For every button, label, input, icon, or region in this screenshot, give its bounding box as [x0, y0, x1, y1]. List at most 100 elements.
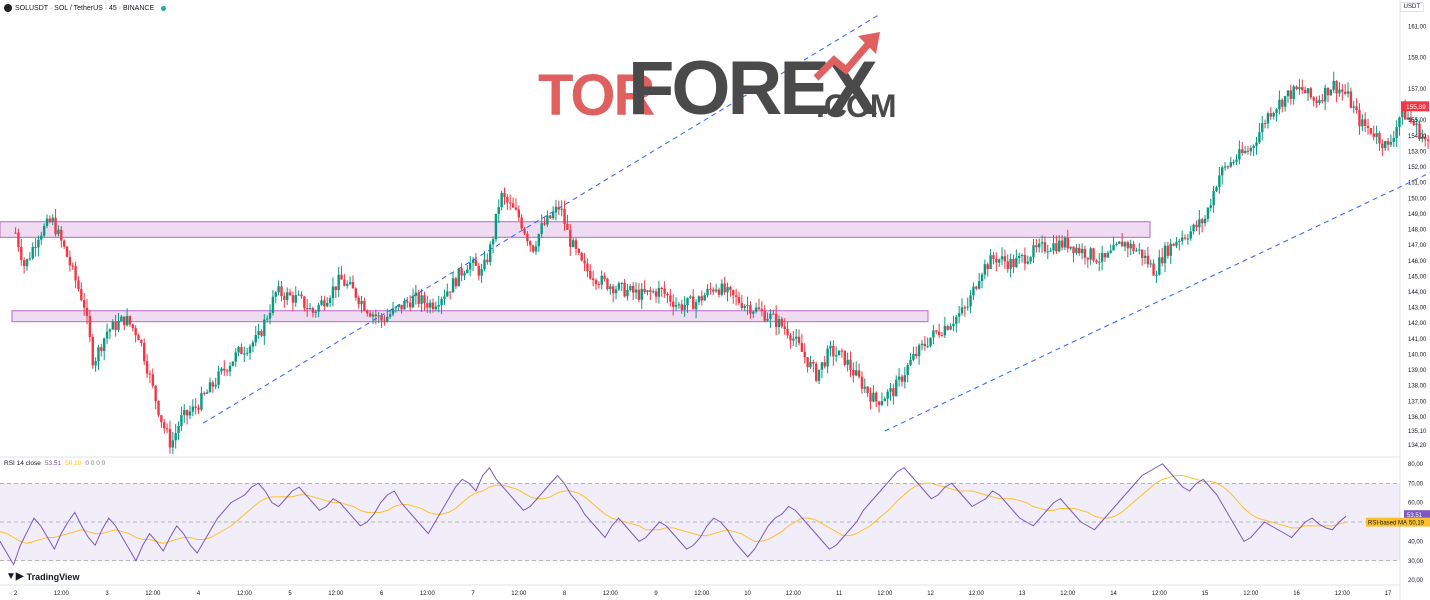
candle-body: [14, 232, 17, 234]
candle-body: [1017, 255, 1021, 258]
candle: [763, 305, 766, 322]
candle: [1195, 220, 1198, 232]
rsi-legend[interactable]: RSI 14 close 53.51 50.19 0 0 0 0: [4, 460, 105, 467]
candle: [65, 245, 69, 258]
candle: [323, 295, 326, 311]
candle-body: [877, 401, 881, 405]
candle-body: [448, 291, 452, 293]
tradingview-brand[interactable]: ▼▶ TradingView: [6, 571, 79, 582]
candle-body: [1321, 99, 1324, 102]
time-tick-label: 12:00: [145, 591, 161, 597]
candle: [889, 382, 892, 401]
candle: [549, 214, 552, 220]
candle-body: [1269, 113, 1273, 117]
candle-body: [411, 295, 415, 308]
candle: [494, 213, 498, 243]
candle-body: [531, 245, 535, 252]
rsi-value-label: 53,51: [1407, 513, 1423, 519]
candle-body: [165, 428, 169, 430]
time-tick-label: 2: [14, 591, 18, 597]
candle: [960, 298, 964, 316]
candle-body: [1409, 117, 1413, 122]
candle-body: [420, 295, 423, 304]
candle-body: [1046, 251, 1049, 253]
candle: [1078, 243, 1081, 256]
candle: [777, 315, 781, 335]
candle: [448, 291, 452, 300]
candle-body: [451, 278, 455, 293]
candle: [40, 231, 43, 245]
symbol-header[interactable]: SOLUSDT · SOL / TetherUS · 45 · BINANCE: [4, 2, 167, 14]
candle: [949, 323, 952, 331]
candle: [240, 343, 243, 355]
candle: [125, 308, 129, 327]
candle-body: [989, 255, 992, 270]
candle: [829, 340, 832, 357]
candle: [117, 312, 120, 333]
time-tick-label: 13: [1019, 591, 1026, 597]
candle-body: [586, 263, 589, 271]
candle-body: [434, 306, 438, 310]
candle: [689, 294, 692, 299]
currency-selector[interactable]: USDT: [1399, 2, 1424, 12]
candle: [706, 284, 709, 298]
candle-body: [997, 259, 1001, 263]
candle-body: [1195, 224, 1198, 228]
candle: [517, 205, 521, 222]
candle-body: [426, 303, 429, 308]
candle: [17, 228, 20, 252]
candle: [145, 354, 149, 378]
candle-body: [1238, 149, 1241, 160]
candle-body: [826, 348, 829, 367]
candle-body: [1375, 133, 1378, 137]
candle: [1000, 247, 1004, 266]
candle-body: [623, 282, 626, 297]
candle: [334, 286, 338, 298]
candle: [1192, 223, 1195, 235]
candle: [489, 241, 492, 266]
candle: [823, 356, 826, 369]
candle-body: [977, 281, 981, 289]
candle: [909, 352, 912, 367]
candle-body: [428, 302, 432, 308]
candle: [1206, 207, 1210, 222]
price-tick-label: 148,00: [1408, 228, 1427, 234]
candle-body: [571, 240, 575, 247]
price-tick-label: 144,00: [1408, 290, 1427, 296]
candle: [611, 284, 615, 303]
candle: [1295, 85, 1298, 91]
candle: [752, 310, 755, 319]
candle-body: [629, 285, 632, 290]
candle-body: [551, 212, 555, 218]
candle: [1135, 247, 1138, 252]
symbol-title[interactable]: SOLUSDT · SOL / TetherUS · 45 · BINANCE: [15, 4, 155, 12]
candle-body: [651, 291, 655, 293]
candle-body: [42, 225, 46, 236]
candle-body: [609, 286, 612, 290]
candle: [720, 279, 724, 297]
candle: [503, 187, 506, 205]
candle-body: [746, 305, 749, 307]
candle-body: [377, 315, 380, 317]
candle: [443, 289, 446, 305]
candle: [1258, 122, 1261, 144]
candle-body: [935, 330, 938, 332]
candle-body: [546, 215, 549, 225]
candle-body: [743, 305, 746, 308]
candle-body: [1155, 274, 1158, 276]
candle-body: [417, 292, 420, 304]
candle-body: [986, 264, 989, 270]
candle: [274, 291, 277, 304]
candle-body: [1223, 166, 1227, 168]
candle: [1221, 165, 1224, 185]
candle: [1138, 242, 1141, 255]
candle: [223, 360, 226, 376]
candle-body: [837, 350, 841, 356]
candle: [297, 290, 300, 296]
candle: [809, 355, 812, 369]
candle-body: [503, 192, 506, 198]
candle-body: [40, 235, 43, 240]
candle: [1412, 119, 1415, 126]
candle-body: [203, 392, 206, 394]
